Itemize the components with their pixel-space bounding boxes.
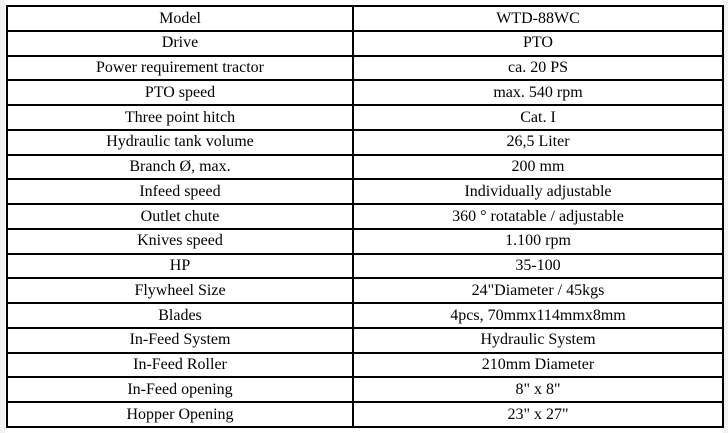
table-row: In-Feed opening 8" x 8"	[6, 376, 724, 403]
spec-label-cell: Branch Ø, max.	[6, 153, 354, 181]
table-row: Drive PTO	[6, 29, 724, 57]
spec-value-cell: ca. 20 PS	[352, 54, 724, 82]
table-row: Blades 4pcs, 70mmx114mmx8mm	[6, 302, 724, 329]
spec-label-cell: Outlet chute	[6, 203, 354, 230]
table-row: Power requirement tractor ca. 20 PS	[6, 54, 724, 82]
spec-value-cell: 8" x 8"	[352, 376, 724, 403]
spec-label-cell: In-Feed System	[6, 326, 354, 354]
spec-label-cell: Hydraulic tank volume	[6, 128, 354, 156]
spec-label-cell: Power requirement tractor	[6, 54, 354, 82]
table-row: In-Feed System Hydraulic System	[6, 326, 724, 354]
spec-label-cell: Hopper Opening	[6, 401, 354, 428]
spec-value-cell: 24"Diameter / 45kgs	[352, 277, 724, 304]
spec-value-cell: 1.100 rpm	[352, 227, 724, 255]
spec-label-cell: Knives speed	[6, 227, 354, 255]
spec-value-cell: Hydraulic System	[352, 326, 724, 354]
spec-value-cell: PTO	[352, 29, 724, 57]
page-edge-left	[0, 0, 5, 433]
spec-value-cell: 35-100	[352, 252, 724, 280]
table-row: Model WTD-88WC	[6, 5, 724, 32]
spec-label-cell: Drive	[6, 29, 354, 57]
spec-value-cell: Individually adjustable	[352, 178, 724, 205]
table-row: Hydraulic tank volume 26,5 Liter	[6, 128, 724, 156]
spec-label-cell: In-Feed opening	[6, 376, 354, 403]
spec-value-cell: 200 mm	[352, 153, 724, 181]
spec-value-cell: Cat. I	[352, 104, 724, 131]
spec-label-cell: Model	[6, 5, 354, 32]
page-edge-right	[723, 0, 728, 433]
table-row: In-Feed Roller 210mm Diameter	[6, 351, 724, 379]
spec-value-cell: WTD-88WC	[352, 5, 724, 32]
spec-label-cell: HP	[6, 252, 354, 280]
table-row: Infeed speed Individually adjustable	[6, 178, 724, 205]
table-row: Knives speed 1.100 rpm	[6, 227, 724, 255]
spec-label-cell: Three point hitch	[6, 104, 354, 131]
spec-value-cell: 26,5 Liter	[352, 128, 724, 156]
table-row: Branch Ø, max. 200 mm	[6, 153, 724, 181]
specification-table-body: Model WTD-88WC Drive PTO Power requirement t…	[6, 5, 724, 428]
spec-value-cell: 23" x 27"	[352, 401, 724, 428]
spec-label-cell: Blades	[6, 302, 354, 329]
table-row: Hopper Opening 23" x 27"	[6, 401, 724, 428]
spec-label-cell: Flywheel Size	[6, 277, 354, 304]
table-row: HP 35-100	[6, 252, 724, 280]
spec-value-cell: 210mm Diameter	[352, 351, 724, 379]
spec-value-cell: 4pcs, 70mmx114mmx8mm	[352, 302, 724, 329]
table-row: Flywheel Size 24"Diameter / 45kgs	[6, 277, 724, 304]
spec-label-cell: In-Feed Roller	[6, 351, 354, 379]
specification-table: Model WTD-88WC Drive PTO Power requirement t…	[6, 5, 724, 428]
table-row: Outlet chute 360 ° rotatable / adjustable	[6, 203, 724, 230]
table-row: PTO speed max. 540 rpm	[6, 79, 724, 106]
spec-label-cell: Infeed speed	[6, 178, 354, 205]
spec-label-cell: PTO speed	[6, 79, 354, 106]
spec-value-cell: max. 540 rpm	[352, 79, 724, 106]
spec-value-cell: 360 ° rotatable / adjustable	[352, 203, 724, 230]
table-row: Three point hitch Cat. I	[6, 104, 724, 131]
